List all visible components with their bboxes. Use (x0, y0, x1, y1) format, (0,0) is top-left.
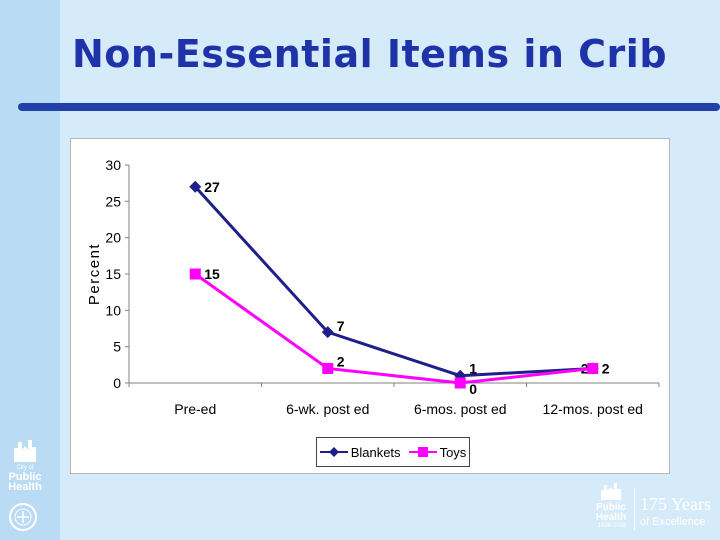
y-tick-label: 5 (113, 339, 121, 355)
data-label-toys: 2 (337, 353, 345, 369)
data-label-blankets: 7 (337, 318, 345, 334)
brand-tagline: of Excellence (640, 516, 706, 528)
brand-years: 175 Years (640, 494, 712, 514)
legend-toys-marker-icon (408, 447, 437, 457)
legend-item-toys: Toys (408, 444, 467, 460)
data-point-toys (189, 268, 201, 280)
legend-label-blankets: Blankets (350, 444, 401, 460)
brand-public-health-logo: Public Health (594, 482, 628, 523)
data-label-toys: 0 (469, 381, 477, 397)
chart-legend: Blankets Toys (316, 437, 470, 467)
city-seal-icon (9, 503, 37, 531)
x-tick-label: Pre-ed (174, 401, 216, 417)
logo-line-1: City of (16, 465, 34, 471)
x-tick-label: 6-mos. post ed (414, 401, 507, 417)
y-axis-title: Percent (86, 243, 103, 305)
brand-logo-line-1: Public (595, 502, 626, 513)
y-tick-label: 0 (113, 375, 121, 391)
data-label-toys: 15 (204, 266, 220, 282)
x-tick-label: 6-wk. post ed (286, 401, 369, 417)
y-tick-label: 10 (105, 302, 121, 318)
y-tick-label: 20 (105, 230, 121, 246)
title-rule (18, 103, 720, 111)
series-line-toys (194, 272, 593, 385)
anniversary-brand: Public Health 1838-2018 175 Years of Exc… (594, 478, 718, 534)
data-point-blankets (189, 180, 202, 193)
legend-item-blankets: Blankets (319, 444, 401, 460)
city-skyline-icon (14, 440, 36, 462)
brand-logo-line-2: Health (595, 512, 627, 523)
y-tick-label: 30 (105, 157, 121, 173)
logo-line-3: Health (8, 481, 42, 493)
data-point-blankets (321, 326, 334, 339)
data-label-blankets: 27 (204, 179, 220, 195)
data-label-toys: 2 (602, 360, 610, 376)
y-tick-label: 15 (105, 266, 121, 282)
public-health-logo: City of Public Health (4, 438, 46, 493)
brand-year-range: 1838-2018 (597, 523, 627, 529)
chart-frame: 0 5 10 15 20 25 30 Pre-ed 6-wk. post ed 6-mos. po… (70, 138, 670, 474)
data-point-toys (454, 377, 466, 389)
logo-line-2: Public (8, 471, 42, 483)
data-point-toys (587, 362, 599, 374)
brand-skyline-icon (601, 483, 621, 500)
data-label-blankets: 1 (469, 361, 477, 377)
y-tick-label: 25 (105, 193, 121, 209)
legend-label-toys: Toys (439, 444, 467, 460)
page-title: Non-Essential Items in Crib (72, 32, 668, 76)
data-point-toys (322, 362, 334, 374)
legend-blankets-marker-icon (319, 447, 348, 457)
series-line-blankets (194, 185, 593, 378)
brand-divider (634, 488, 635, 530)
x-tick-label: 12-mos. post ed (543, 401, 643, 417)
